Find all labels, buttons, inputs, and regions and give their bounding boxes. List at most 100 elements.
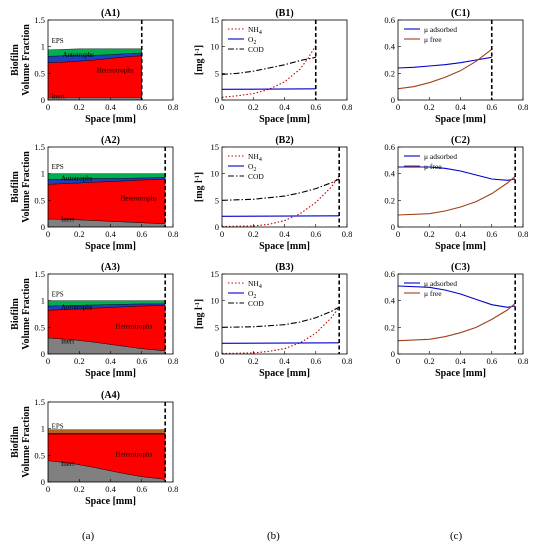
x-tick-label: 0.6 — [136, 484, 147, 494]
y-tick-label: 0 — [41, 222, 45, 232]
column-label-c: (c) — [450, 530, 463, 542]
x-tick-label: 0.8 — [518, 356, 529, 366]
x-tick-label: 0.6 — [310, 229, 321, 239]
y-tick-label: 0 — [41, 95, 45, 105]
series-line — [222, 56, 316, 75]
legend-entry: NH4 — [248, 279, 262, 290]
x-tick-label: 0 — [46, 229, 50, 239]
x-tick-label: 0.8 — [168, 102, 179, 112]
region-label-heterotrophs: Heterotrophs — [116, 322, 153, 330]
region-label-heterotrophs: Heterotrophs — [116, 450, 153, 458]
legend-entry: COD — [248, 45, 264, 54]
legend-entry: μ adsorbed — [424, 279, 457, 288]
legend-entry: μ adsorbed — [424, 152, 457, 161]
y-tick-label: 5 — [215, 68, 219, 78]
x-tick-label: 0.2 — [248, 356, 259, 366]
y-tick-label: 0.6 — [384, 269, 395, 279]
y-tick-label: 0 — [391, 222, 395, 232]
x-tick-label: 0.6 — [486, 356, 497, 366]
x-tick-label: 0.2 — [74, 356, 85, 366]
series-line — [222, 45, 317, 98]
x-tick-label: 0.2 — [248, 102, 259, 112]
y-axis-label: [mg l-1] — [194, 45, 205, 75]
y-tick-label: 0 — [215, 349, 219, 359]
y-tick-label: 15 — [211, 142, 220, 152]
legend-entry: COD — [248, 299, 264, 308]
y-tick-label: 10 — [211, 296, 220, 306]
y-tick-label: 0 — [41, 349, 45, 359]
y-tick-label: 0.6 — [384, 15, 395, 25]
legend-entry: O2 — [248, 289, 256, 300]
x-tick-label: 0.2 — [248, 229, 259, 239]
series-line — [222, 306, 340, 354]
region-label-autotrophs: Autotrophs — [63, 51, 95, 59]
x-axis-label: Space [mm] — [259, 241, 310, 252]
legend-entry: O2 — [248, 162, 256, 173]
x-axis-label: Space [mm] — [435, 241, 486, 252]
panel-title: (B3) — [275, 262, 293, 273]
y-tick-label: 0 — [41, 477, 45, 487]
x-tick-label: 0 — [396, 356, 400, 366]
area-eps — [48, 429, 166, 434]
x-tick-label: 0.4 — [455, 229, 466, 239]
y-axis-label: Biofilm — [10, 171, 21, 203]
x-tick-label: 0.2 — [74, 102, 85, 112]
x-tick-label: 0 — [46, 356, 50, 366]
y-tick-label: 0.5 — [34, 68, 45, 78]
x-tick-label: 0.4 — [279, 356, 290, 366]
y-tick-label: 0.2 — [384, 68, 395, 78]
x-tick-label: 0.4 — [105, 229, 116, 239]
region-label-eps: EPS — [52, 163, 64, 171]
y-axis-label: Biofilm — [10, 44, 21, 76]
y-tick-label: 10 — [211, 42, 220, 52]
panel-title: (B1) — [275, 8, 293, 19]
x-tick-label: 0.2 — [424, 102, 435, 112]
x-tick-label: 0.6 — [310, 102, 321, 112]
x-tick-label: 0.2 — [424, 229, 435, 239]
legend-entry: NH4 — [248, 25, 262, 36]
x-tick-label: 0 — [220, 229, 224, 239]
x-axis-label: Space [mm] — [435, 114, 486, 125]
y-axis-label: Volume Fraction — [21, 278, 32, 350]
series-line — [398, 175, 516, 216]
x-tick-label: 0.8 — [518, 229, 529, 239]
x-tick-label: 0.4 — [105, 484, 116, 494]
x-axis-label: Space [mm] — [85, 368, 136, 379]
x-tick-label: 0.8 — [168, 484, 179, 494]
plot-area — [222, 20, 347, 100]
y-tick-label: 0.5 — [34, 322, 45, 332]
x-tick-label: 0 — [46, 484, 50, 494]
x-axis-label: Space [mm] — [259, 114, 310, 125]
column-label-a: (a) — [82, 530, 95, 542]
panel-title: (C2) — [451, 135, 470, 146]
panel-title: (A1) — [101, 8, 120, 19]
series-line — [222, 342, 340, 344]
region-label-eps: EPS — [52, 423, 64, 431]
y-tick-label: 5 — [215, 322, 219, 332]
y-tick-label: 10 — [211, 169, 220, 179]
x-tick-label: 0.8 — [342, 356, 353, 366]
y-tick-label: 0.4 — [384, 42, 395, 52]
y-axis-label: Volume Fraction — [21, 406, 32, 478]
x-tick-label: 0.4 — [105, 102, 116, 112]
y-tick-label: 1 — [41, 296, 45, 306]
region-label-inert: Inert — [61, 216, 74, 224]
panel-title: (A2) — [101, 135, 120, 146]
column-label-b: (b) — [267, 530, 280, 542]
y-tick-label: 0 — [215, 95, 219, 105]
y-tick-label: 0 — [391, 95, 395, 105]
plot-area — [222, 147, 347, 227]
x-tick-label: 0 — [46, 102, 50, 112]
y-tick-label: 0.5 — [34, 450, 45, 460]
x-tick-label: 0.4 — [455, 102, 466, 112]
series-line — [398, 56, 492, 69]
region-label-eps: EPS — [52, 37, 64, 45]
x-tick-label: 0.8 — [168, 356, 179, 366]
series-line — [398, 285, 516, 308]
x-tick-label: 0.2 — [74, 229, 85, 239]
x-axis-label: Space [mm] — [435, 368, 486, 379]
region-label-autotrophs: Autotrophs — [61, 304, 93, 312]
